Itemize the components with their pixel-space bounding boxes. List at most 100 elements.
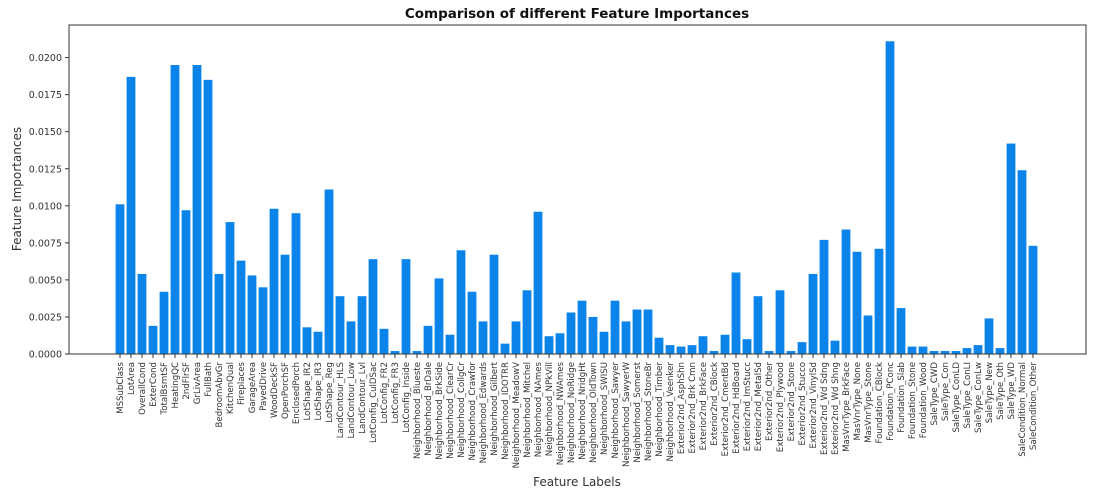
y-tick-label: 0.0025 bbox=[29, 312, 62, 323]
plot-frame bbox=[68, 24, 1087, 355]
x-tick-label: LotConfig_FR3 bbox=[391, 362, 401, 424]
bar-openporchsf bbox=[280, 254, 290, 354]
x-tick-label: WoodDeckSF bbox=[270, 362, 280, 418]
x-tick-label: Neighborhood_Veenker bbox=[666, 362, 676, 462]
x-tick-label: SaleType_ConLD bbox=[952, 362, 962, 433]
x-tick-label: Neighborhood_NWAmes bbox=[556, 361, 566, 465]
bar-neighborhood-idotrr bbox=[500, 343, 510, 354]
x-tick-label: Neighborhood_NAmes bbox=[534, 361, 544, 457]
x-tick-label: Neighborhood_NoRidge bbox=[567, 362, 577, 463]
bar-landcontour-hls bbox=[335, 296, 345, 354]
x-tick-label: Neighborhood_SawyerW bbox=[622, 361, 632, 466]
x-tick-label: Neighborhood_Crawfor bbox=[468, 362, 478, 461]
bar-lotshape-ir2 bbox=[302, 327, 312, 354]
x-tick-label: OverallCond bbox=[138, 362, 148, 415]
y-tick-label: 0.0075 bbox=[29, 238, 62, 249]
x-tick-label: Foundation_Slab bbox=[897, 362, 907, 433]
x-tick-label: Neighborhood_StoneBr bbox=[644, 362, 654, 462]
bar-lotconfig-culdsac bbox=[368, 259, 378, 354]
bar-saletype-new bbox=[984, 318, 994, 354]
x-tick-label: Neighborhood_IDOTRR bbox=[501, 362, 511, 460]
bar-overallcond bbox=[137, 273, 147, 354]
x-tick-label: PavedDrive bbox=[259, 362, 269, 411]
y-axis: 0.0000 0.0025 0.0050 0.0075 0.0100 0.0125 0.01… bbox=[29, 53, 69, 361]
x-tick-label: HeatingQC bbox=[171, 362, 181, 408]
x-tick-label: Neighborhood_Edwards bbox=[479, 361, 489, 463]
x-tick-label: SaleType_WD bbox=[1007, 362, 1017, 420]
x-tick-label: GrLivArea bbox=[193, 362, 203, 404]
bar-neighborhood-meadowv bbox=[511, 321, 521, 354]
x-tick-label: Neighborhood_CollgCr bbox=[457, 362, 467, 458]
bar-foundation-pconc bbox=[885, 41, 895, 354]
x-tick-label: MasVnrType_Stone bbox=[864, 362, 874, 443]
x-tick-label: SaleCondition_Other bbox=[1029, 362, 1039, 451]
y-axis-title: Feature Importances bbox=[10, 127, 24, 251]
x-tick-label: MasVnrType_None bbox=[853, 362, 863, 440]
x-tick-label: Exterior2nd_VinylSd bbox=[809, 362, 819, 448]
x-tick-label: Neighborhood_BrkSide bbox=[435, 362, 445, 460]
bar-exterior2nd-other bbox=[764, 351, 774, 354]
bar-exterior2nd-imstucc bbox=[742, 339, 752, 354]
bar-exterior2nd-asphshn bbox=[676, 346, 686, 354]
bar-foundation-wood bbox=[918, 346, 928, 354]
y-tick-label: 0.0100 bbox=[29, 201, 62, 212]
x-tick-label: Neighborhood_NridgHt bbox=[578, 361, 588, 460]
bar-lotarea bbox=[126, 76, 136, 354]
x-tick-label: Exterior2nd_Other bbox=[765, 362, 775, 441]
bar-neighborhood-collgcr bbox=[456, 250, 466, 354]
y-tick-label: 0.0200 bbox=[29, 53, 62, 64]
bar-neighborhood-swisu bbox=[599, 331, 609, 354]
x-tick-label: SaleType_New bbox=[985, 362, 995, 423]
bar-neighborhood-gilbert bbox=[489, 254, 499, 354]
x-tick-label: Neighborhood_OldTown bbox=[589, 362, 599, 463]
x-tick-label: Exterior2nd_Brk Cmn bbox=[688, 362, 698, 454]
bar-exterior2nd-plywood bbox=[775, 290, 785, 354]
bar-lotconfig-fr2 bbox=[379, 328, 389, 354]
x-tick-label: SaleType_Oth bbox=[996, 362, 1006, 420]
bar-kitchenqual bbox=[225, 222, 235, 354]
bar-neighborhood-somerst bbox=[632, 309, 642, 354]
x-tick-label: Neighborhood_Blueste bbox=[413, 362, 423, 459]
bar-saletype-oth bbox=[995, 348, 1005, 354]
bar-exterior2nd-cblock bbox=[709, 351, 719, 354]
x-tick-label: Foundation_CBlock bbox=[875, 362, 885, 444]
x-tick-label: Foundation_Wood bbox=[919, 362, 929, 438]
x-tick-label: Neighborhood_Mitchel bbox=[523, 362, 533, 458]
y-tick-label: 0.0150 bbox=[29, 127, 62, 138]
x-tick-label: LotShape_IR3 bbox=[314, 362, 324, 420]
bar-fullbath bbox=[203, 79, 213, 354]
bar-masvnrtype-stone bbox=[863, 315, 873, 354]
bar-2ndflrsf bbox=[181, 210, 191, 354]
bar-exterior2nd-wd-shng bbox=[830, 340, 840, 354]
x-tick-label: SaleType_ConLw bbox=[974, 362, 984, 433]
bar-neighborhood-crawfor bbox=[467, 291, 477, 354]
bar-neighborhood-edwards bbox=[478, 321, 488, 354]
x-tick-label: LandContour_Low bbox=[347, 362, 357, 439]
bar-exterior2nd-brk-cmn bbox=[687, 345, 697, 354]
x-tick-label: Neighborhood_Gilbert bbox=[490, 361, 500, 456]
x-tick-label: Exterior2nd_AsphShn bbox=[677, 362, 687, 454]
bar-paveddrive bbox=[258, 287, 268, 354]
x-tick-label: LotShape_Reg bbox=[325, 362, 335, 423]
bar-neighborhood-noridge bbox=[566, 312, 576, 354]
bar-extercond bbox=[148, 325, 158, 354]
bar-exterior2nd-cmentbd bbox=[720, 334, 730, 354]
x-tick-label: LotShape_IR2 bbox=[303, 362, 313, 420]
bar-neighborhood-sawyerw bbox=[621, 321, 631, 354]
x-axis: MSSubClass LotArea OverallCond ExterCond Tot… bbox=[116, 354, 1039, 468]
bar-saletype-con bbox=[940, 351, 950, 354]
bar-wooddecksf bbox=[269, 208, 279, 354]
x-tick-label: MasVnrType_BrkFace bbox=[842, 362, 852, 452]
x-axis-title: Feature Labels bbox=[533, 475, 621, 489]
bar-neighborhood-brdale bbox=[423, 325, 433, 354]
x-tick-label: SaleType_CWD bbox=[930, 362, 940, 426]
x-tick-label: Exterior2nd_CBlock bbox=[710, 362, 720, 446]
x-tick-label: GarageArea bbox=[248, 362, 258, 413]
bar-neighborhood-timber bbox=[654, 337, 664, 354]
bar-masvnrtype-brkface bbox=[841, 229, 851, 354]
x-tick-label: LotConfig_FR2 bbox=[380, 362, 390, 424]
bar-neighborhood-mitchel bbox=[522, 290, 532, 354]
y-tick-label: 0.0050 bbox=[29, 275, 62, 286]
bar-foundation-stone bbox=[907, 346, 917, 354]
